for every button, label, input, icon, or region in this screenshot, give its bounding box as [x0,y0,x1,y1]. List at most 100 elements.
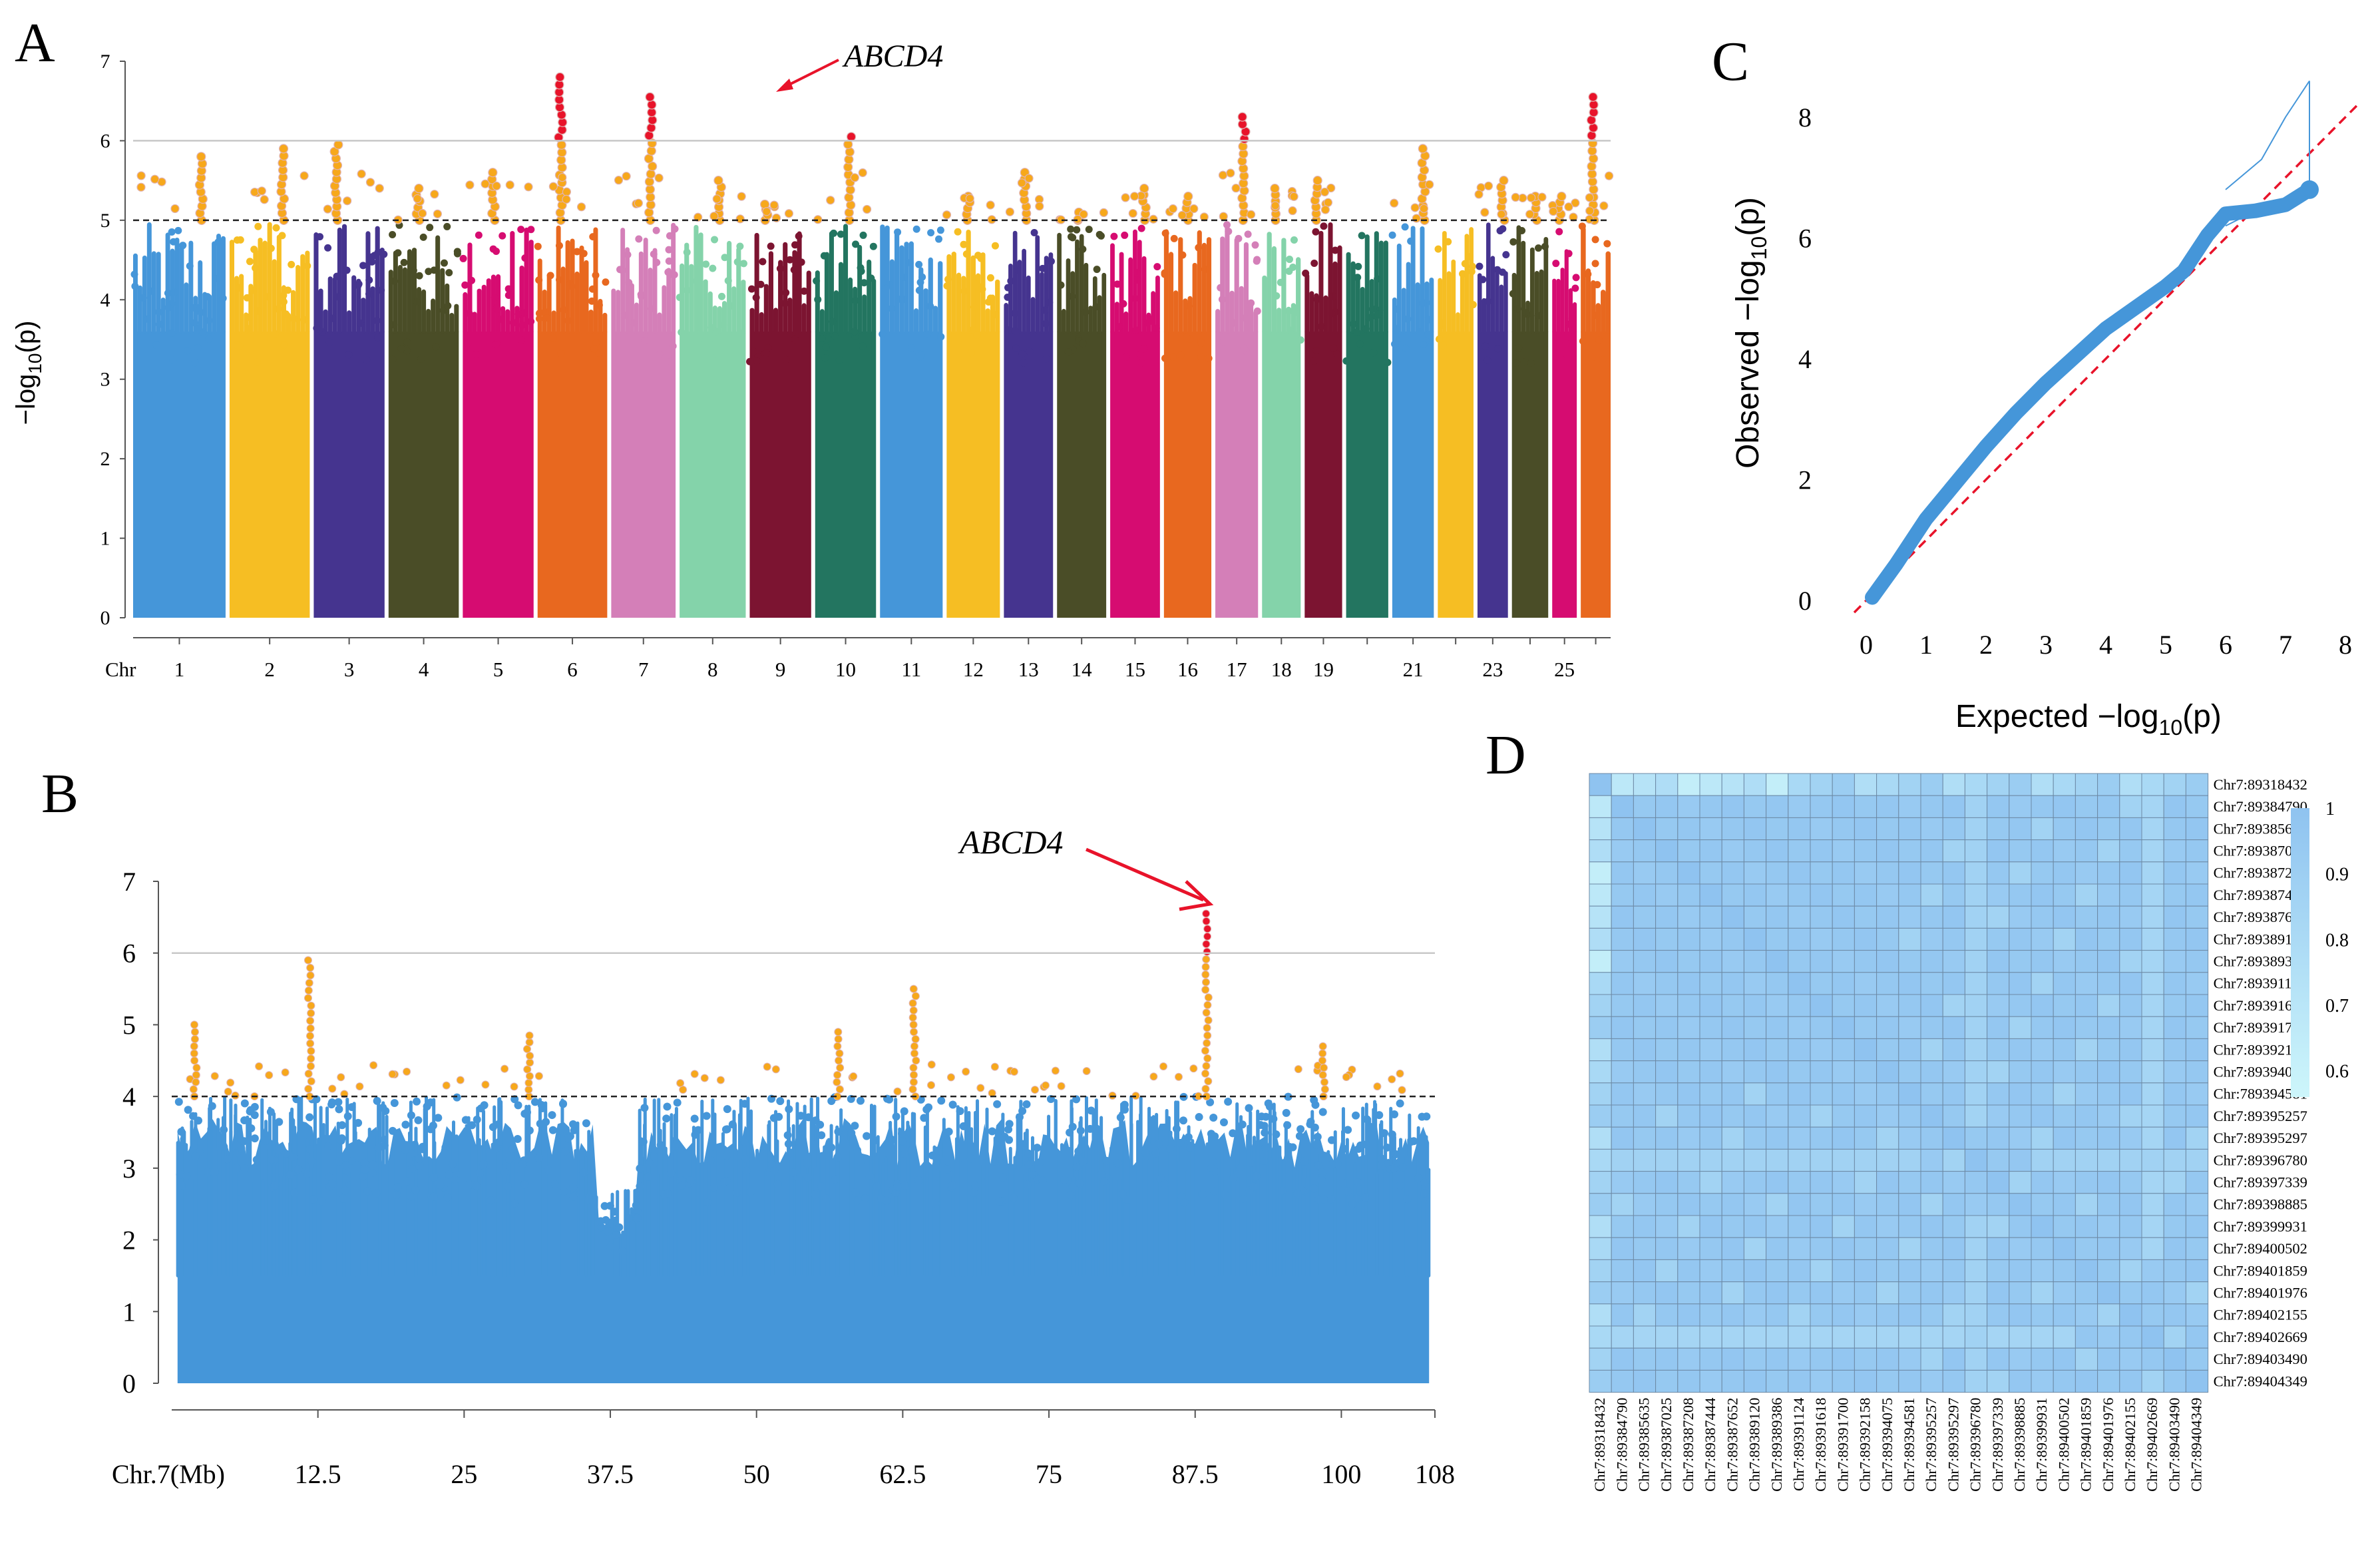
panel-b-x-tick-label: 108 [1415,1459,1455,1489]
panel-d-cell [1898,950,1921,973]
panel-d-cell [1942,905,1965,929]
panel-a-sig-point [986,200,995,210]
panel-c-ylabel: Observed −log10(p) [1730,197,1771,469]
panel-d-cell [2031,1215,2054,1238]
panel-d-cell [1743,1060,1767,1084]
panel-a-snp-point [1565,250,1573,258]
panel-b-snp-point [816,1120,825,1129]
panel-d-cell [2009,861,2032,885]
panel-b-snp-point [569,1120,578,1128]
panel-b-peak-point [909,1070,918,1079]
panel-d-cell [1633,1193,1657,1216]
panel-d-cell [1589,883,1612,907]
panel-b-sig-point [1189,1064,1198,1073]
panel-d-cell [1788,927,1811,951]
panel-a-sig-point [826,196,835,205]
panel-d-cell [1920,1259,1943,1283]
panel-b-snp-point [1005,1120,1014,1128]
panel-a-snp-point [288,260,296,268]
panel-a-sig-point [1177,210,1187,220]
panel-d-cell [2185,1237,2209,1260]
panel-d-cell [1721,1171,1744,1194]
panel-d-cell [1810,927,1833,951]
panel-d-cell [2097,1082,2120,1106]
panel-d-cell [2141,1259,2164,1283]
panel-d-cell [1876,1237,1899,1260]
panel-b-snp-point [468,1121,477,1130]
panel-a-sig-point [413,194,422,204]
panel-b-snp-point [1284,1092,1292,1101]
panel-b-sig-point [481,1080,490,1089]
panel-a-snp-point [721,254,729,262]
panel-a-snp-point [373,317,381,325]
panel-a-sig-point [365,178,375,187]
panel-b-snp-point [971,1182,980,1190]
panel-b-peak-point [911,992,920,1001]
panel-d-cell [2031,861,2054,885]
panel-a-sig-point [1231,184,1241,193]
panel-d-cell [2097,950,2120,973]
panel-b-snp-point [1362,1140,1370,1149]
panel-b-snp-point [1398,1163,1407,1172]
panel-d-cell [2185,817,2209,841]
panel-a-snp-point [1079,339,1087,347]
panel-a-snp-point [894,228,902,236]
panel-c-ylabel-main: Observed −log [1730,260,1766,469]
panel-d-legend-label: 0.6 [2325,1062,2349,1082]
panel-b-snp-point [1396,1182,1404,1190]
panel-d-cell [1920,927,1943,951]
panel-d-cell [2141,1347,2164,1371]
panel-a-snp-point [444,302,452,310]
panel-b-snp-point [415,1154,423,1163]
panel-b-peak-point [908,1085,917,1094]
panel-b-peak-point [1318,1056,1326,1065]
panel-b-snp-point [597,1223,606,1231]
panel-a-snp-point [1146,316,1154,324]
panel-b-snp-point [775,1112,783,1121]
panel-d-cell [2163,1171,2186,1194]
panel-b-snp-point [327,1100,336,1109]
panel-b-snp-point [1018,1140,1027,1148]
panel-d-cell [1743,950,1767,973]
panel-a-snp-point [280,292,288,300]
panel-a-snp-point [246,314,254,322]
panel-a-snp-point [670,271,678,279]
panel-d-col-label: Chr7:89403490 [2166,1398,2182,1492]
panel-d-cell [2119,839,2142,863]
panel-a-snp-point [813,277,821,285]
panel-b-snp-point [1390,1110,1399,1118]
panel-d-cell [1920,1325,1943,1349]
panel-d-cell [1832,905,1855,929]
panel-d-cell [1655,1171,1679,1194]
panel-a-chr-body [1392,332,1434,618]
panel-d-cell [2141,1016,2164,1039]
panel-b-snp-point [1074,1147,1083,1156]
panel-d-cell [2163,839,2186,863]
panel-d-cell [1920,1237,1943,1260]
panel-a-snp-point [1562,339,1570,347]
panel-a-snp-point [653,258,661,266]
panel-d-cell [2075,1126,2098,1150]
panel-b-peak-point [911,1034,920,1043]
panel-a-snp-point [1579,337,1587,345]
panel-d-cell [1920,1082,1943,1106]
panel-b-snp-point [834,1128,843,1136]
panel-a-chr-label: 17 [1227,658,1247,681]
panel-a-snp-point [814,296,822,304]
panel-b-peak-point [304,986,313,995]
panel-a-points [130,72,1614,618]
panel-a-snp-point [1177,351,1185,359]
panel-d-cell [1920,795,1943,818]
panel-d-cell [1677,972,1700,995]
panel-d-cell [1766,927,1789,951]
panel-d-cell [1589,839,1612,863]
panel-d-cell [2097,1259,2120,1283]
panel-d-cell [1633,773,1657,796]
panel-d-cell [1721,972,1744,995]
panel-a-chr-body [1057,332,1107,618]
panel-b-snp-point [176,1170,184,1179]
panel-d-col-label: Chr7:89387208 [1680,1398,1696,1492]
panel-d-col-label: Chr7:89392158 [1857,1398,1874,1492]
panel-d-cell [2119,817,2142,841]
panel-d-cell [2163,1281,2186,1305]
